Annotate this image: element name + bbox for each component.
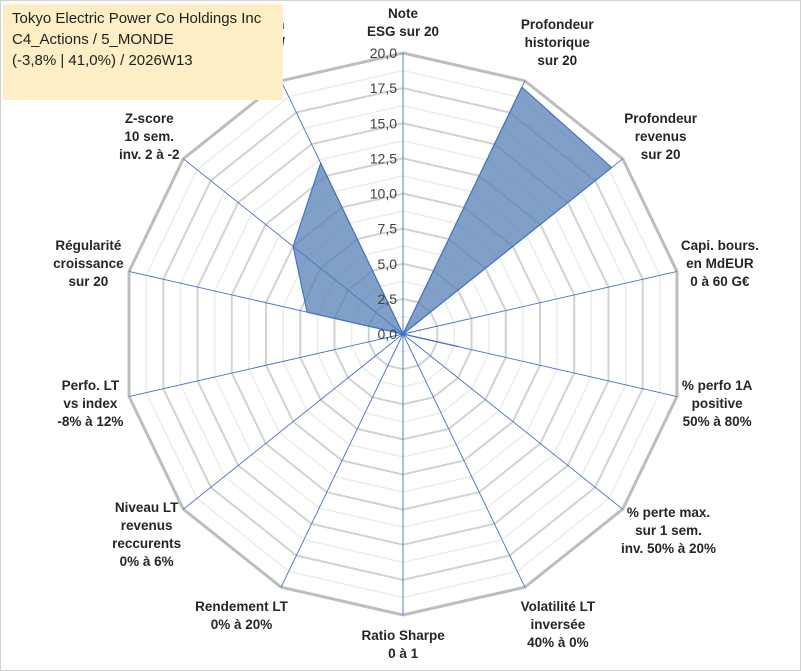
axis-label: Volatilité LT inversée 40% à 0% [520,598,596,650]
tick-label: 15,0 [370,115,397,131]
axis-label: Ratio Sharpe 0 à 1 [361,628,445,661]
tick-label: 17,5 [370,80,397,96]
series-area [292,86,613,348]
radar-ticks: 0,0 2,5 5,0 7,5 10,0 12,5 15,0 17,5 20,0 [370,45,397,342]
axis-spoke [402,333,623,510]
chart-title-line1: Tokyo Electric Power Co Holdings Inc [12,10,262,27]
axis-label: % perfo 1A positive 50% à 80% [681,378,753,430]
axis-spoke [280,333,404,588]
axis-label: Profondeur revenus sur 20 [624,111,697,163]
radar-series [292,86,613,348]
axis-spoke [402,271,678,335]
tick-label: 2,5 [378,291,398,307]
tick-label: 20,0 [370,45,397,61]
axis-label: Note ESG sur 20 [367,6,440,39]
axis-spoke [128,333,404,397]
axis-label: Z-score 10 sem. inv. 2 à -2 [118,111,180,163]
chart-title-line2: C4_Actions / 5_MONDE [12,31,174,48]
tick-label: 12,5 [370,150,397,166]
axis-label: Niveau LT revenus reccurents 0% à 6% [112,499,182,569]
tick-label: 10,0 [370,186,397,202]
axis-spoke [183,333,404,510]
chart-title-box: Tokyo Electric Power Co Holdings Inc C4_… [3,4,283,100]
axis-label: Rendement LT 0% à 20% [195,598,288,632]
tick-label: 7,5 [378,221,398,237]
axis-label: Perfo. LT vs index -8% à 12% [57,378,124,430]
axis-label: % perte max. sur 1 sem. inv. 50% à 20% [620,504,717,556]
tick-label: 0,0 [378,326,398,342]
chart-title-line3: (-3,8% | 41,0%) / 2026W13 [12,52,193,69]
axis-spoke [402,333,526,588]
tick-label: 5,0 [378,256,398,272]
axis-label: Profondeur historique sur 20 [520,17,594,69]
axis-label: Régularité croissance sur 20 [53,237,124,289]
axis-label: Capi. bours. en MdEUR 0 à 60 G€ [680,237,759,289]
